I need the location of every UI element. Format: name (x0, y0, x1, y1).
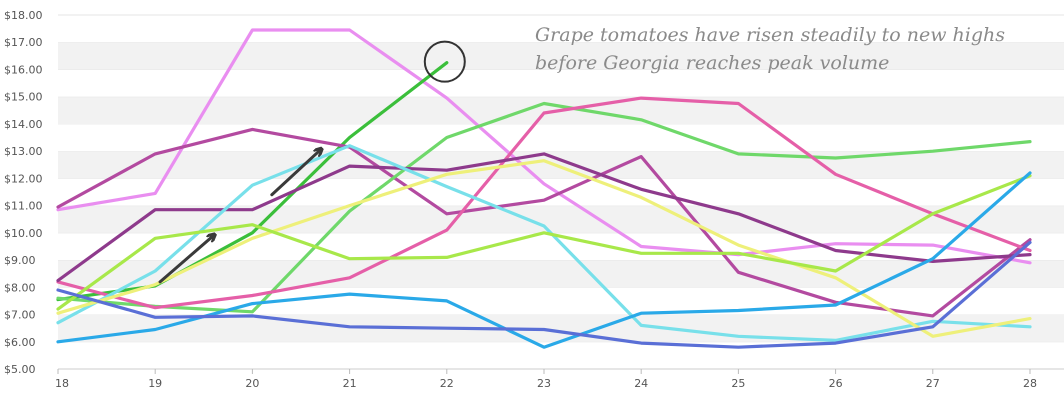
x-tick-label: 25 (731, 377, 745, 390)
y-axis: $5.00 $6.00 $7.00 $8.00 $9.00 $10.00 $11.00 $12… (4, 9, 43, 376)
annotation-arrow (158, 236, 213, 284)
y-tick-label: $13.00 (4, 145, 43, 158)
x-tick-label: 18 (55, 377, 69, 390)
series-line-3 (56, 127, 1032, 318)
y-tick-label: $11.00 (4, 200, 43, 213)
annotation-line-2: before Georgia reaches peak volume (535, 52, 889, 74)
x-tick-label: 24 (634, 377, 648, 390)
annotation-arrows (158, 150, 321, 284)
grid-band (58, 314, 1064, 342)
y-tick-label: $8.00 (4, 281, 36, 294)
series-line-9 (56, 174, 1032, 311)
series-line-4 (56, 101, 1032, 314)
x-tick-label: 22 (440, 377, 454, 390)
x-tick-label: 21 (343, 377, 357, 390)
grid-band (58, 341, 1064, 369)
grid-band (58, 151, 1064, 179)
series-line-10 (56, 171, 1032, 349)
y-tick-label: $18.00 (4, 9, 43, 22)
grid-bands (58, 14, 1064, 369)
x-tick-label: 23 (537, 377, 551, 390)
y-tick-label: $14.00 (4, 118, 43, 131)
grid-band (58, 260, 1064, 288)
grid-band (58, 123, 1064, 152)
series-line-2 (56, 61, 449, 302)
series-line-6 (56, 152, 1032, 283)
y-tick-label: $7.00 (4, 309, 36, 322)
y-tick-label: $5.00 (4, 363, 36, 376)
y-tick-label: $9.00 (4, 254, 36, 267)
series-line-7 (56, 144, 1032, 342)
grid-band (58, 15, 1064, 43)
y-tick-label: $12.00 (4, 172, 43, 185)
x-tick-label: 27 (926, 377, 940, 390)
y-tick-label: $10.00 (4, 227, 43, 240)
series-group (56, 28, 1032, 349)
grid-band (58, 42, 1064, 70)
series-line-8 (56, 159, 1032, 338)
series-line-11 (56, 240, 1032, 349)
annotation-line-1: Grape tomatoes have risen steadily to ne… (535, 24, 1005, 46)
y-tick-label: $6.00 (4, 336, 36, 349)
y-tick-label: $16.00 (4, 63, 43, 76)
x-tick-label: 20 (245, 377, 259, 390)
annotation-arrow (270, 150, 321, 197)
highlight-circle (423, 40, 466, 83)
x-tick-label: 19 (148, 377, 162, 390)
x-tick-label: 28 (1023, 377, 1037, 390)
series-line-1 (56, 28, 1032, 265)
y-tick-label: $15.00 (4, 91, 43, 104)
series-line-5 (56, 96, 1032, 310)
x-tick-label: 26 (829, 377, 843, 390)
y-tick-label: $17.00 (4, 36, 43, 49)
x-axis: 18 19 20 21 22 23 24 25 26 27 28 (55, 368, 1064, 390)
